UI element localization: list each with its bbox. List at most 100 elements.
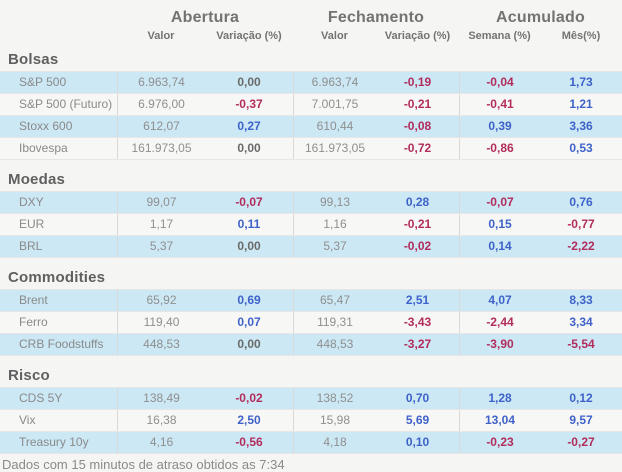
cell-fechamento-valor: 119,31 <box>293 312 376 333</box>
cell-abertura-variacao: 0,00 <box>237 141 261 155</box>
cell-fechamento-variacao: -0,02 <box>403 239 432 253</box>
cell-fechamento-valor: 161.973,05 <box>293 138 376 159</box>
cell-abertura-valor: 16,38 <box>117 410 205 431</box>
section-rows: Brent 65,92 0,69 65,47 2,51 4,07 8,33 Fe… <box>0 289 622 356</box>
cell-fechamento-variacao: -0,21 <box>403 217 432 231</box>
cell-acumulado-semana: 13,04 <box>459 410 540 431</box>
cell-fechamento-variacao: 2,51 <box>405 293 430 307</box>
cell-acumulado-mes: 1,21 <box>569 97 593 111</box>
row-label: S&P 500 (Futuro) <box>19 97 113 111</box>
cell-acumulado-mes: 9,57 <box>569 413 593 427</box>
row-label: S&P 500 <box>19 75 67 89</box>
table-section: Commodities Brent 65,92 0,69 65,47 2,51 … <box>0 269 622 356</box>
table-row: Ferro 119,40 0,07 119,31 -3,43 -2,44 3,3… <box>0 312 622 334</box>
cell-abertura-valor: 119,40 <box>117 312 205 333</box>
cell-acumulado-mes: 0,76 <box>569 195 593 209</box>
cell-fechamento-valor: 99,13 <box>293 192 376 213</box>
cell-abertura-valor: 612,07 <box>117 116 205 137</box>
subheader-abertura-variacao: Variação (%) <box>216 30 282 42</box>
cell-fechamento-variacao: 5,69 <box>405 413 430 427</box>
table-row: BRL 5,37 0,00 5,37 -0,02 0,14 -2,22 <box>0 236 622 258</box>
row-label: Treasury 10y <box>19 435 89 449</box>
cell-abertura-valor: 5,37 <box>117 236 205 257</box>
cell-acumulado-semana: -3,90 <box>459 334 540 355</box>
cell-abertura-variacao: -0,02 <box>235 391 263 405</box>
table-row: DXY 99,07 -0,07 99,13 0,28 -0,07 0,76 <box>0 192 622 214</box>
cell-fechamento-variacao: -0,08 <box>403 119 432 133</box>
cell-abertura-valor: 99,07 <box>117 192 205 213</box>
cell-acumulado-mes: -0,27 <box>567 435 595 449</box>
cell-abertura-valor: 448,53 <box>117 334 205 355</box>
cell-fechamento-variacao: -3,43 <box>403 315 432 329</box>
cell-fechamento-valor: 448,53 <box>293 334 376 355</box>
table-row: Vix 16,38 2,50 15,98 5,69 13,04 9,57 <box>0 410 622 432</box>
row-label: Ferro <box>19 315 48 329</box>
cell-fechamento-variacao: 0,10 <box>405 435 430 449</box>
section-title: Risco <box>8 367 50 384</box>
table-row: S&P 500 6.963,74 0,00 6.963,74 -0,19 -0,… <box>0 72 622 94</box>
cell-abertura-variacao: -0,07 <box>235 195 263 209</box>
section-rows: CDS 5Y 138,49 -0,02 138,52 0,70 1,28 0,1… <box>0 387 622 454</box>
subheader-fechamento-valor: Valor <box>321 30 348 42</box>
row-label: Brent <box>19 293 48 307</box>
cell-abertura-valor: 6.963,74 <box>117 72 205 93</box>
cell-acumulado-mes: 8,33 <box>569 293 593 307</box>
cell-abertura-valor: 65,92 <box>117 290 205 311</box>
row-label: BRL <box>19 239 43 253</box>
cell-fechamento-valor: 6.963,74 <box>293 72 376 93</box>
cell-abertura-valor: 1,17 <box>117 214 205 235</box>
cell-acumulado-mes: 3,34 <box>569 315 593 329</box>
footer-note: Dados com 15 minutos de atraso obtidos a… <box>2 457 285 472</box>
table-row: Treasury 10y 4,16 -0,56 4,18 0,10 -0,23 … <box>0 432 622 454</box>
cell-acumulado-semana: 0,15 <box>459 214 540 235</box>
cell-abertura-variacao: 0,27 <box>237 119 261 133</box>
table-row: Ibovespa 161.973,05 0,00 161.973,05 -0,7… <box>0 138 622 160</box>
cell-acumulado-semana: -0,07 <box>459 192 540 213</box>
cell-abertura-variacao: 0,07 <box>237 315 261 329</box>
cell-abertura-variacao: 0,00 <box>237 337 261 351</box>
row-label: CRB Foodstuffs <box>19 337 104 351</box>
cell-acumulado-mes: -5,54 <box>567 337 595 351</box>
cell-fechamento-variacao: -0,21 <box>403 97 432 111</box>
cell-abertura-variacao: -0,56 <box>235 435 263 449</box>
cell-abertura-variacao: 0,11 <box>237 217 261 231</box>
cell-acumulado-mes: 3,36 <box>569 119 593 133</box>
cell-fechamento-valor: 4,18 <box>293 432 376 453</box>
cell-acumulado-semana: 0,14 <box>459 236 540 257</box>
column-group-abertura: Abertura <box>170 9 240 26</box>
cell-acumulado-semana: -0,41 <box>459 94 540 115</box>
cell-abertura-variacao: 0,00 <box>237 75 261 89</box>
cell-acumulado-mes: -2,22 <box>567 239 595 253</box>
table-section: Bolsas S&P 500 6.963,74 0,00 6.963,74 -0… <box>0 51 622 160</box>
cell-acumulado-mes: 0,12 <box>569 391 593 405</box>
section-title: Bolsas <box>8 51 59 68</box>
subheader-abertura-valor: Valor <box>147 30 175 42</box>
column-group-fechamento: Fechamento <box>327 9 425 26</box>
column-group-acumulado: Acumulado <box>496 9 585 26</box>
cell-abertura-valor: 161.973,05 <box>117 138 205 159</box>
cell-abertura-variacao: -0,37 <box>235 97 263 111</box>
cell-acumulado-semana: -2,44 <box>459 312 540 333</box>
cell-fechamento-variacao: -3,27 <box>403 337 432 351</box>
cell-abertura-variacao: 2,50 <box>237 413 261 427</box>
row-label: Stoxx 600 <box>19 119 73 133</box>
section-title: Commodities <box>8 269 106 286</box>
row-label: Ibovespa <box>19 141 68 155</box>
table-row: Stoxx 600 612,07 0,27 610,44 -0,08 0,39 … <box>0 116 622 138</box>
section-rows: DXY 99,07 -0,07 99,13 0,28 -0,07 0,76 EU… <box>0 191 622 258</box>
table-row: S&P 500 (Futuro) 6.976,00 -0,37 7.001,75… <box>0 94 622 116</box>
cell-acumulado-semana: -0,23 <box>459 432 540 453</box>
sections-container: Bolsas S&P 500 6.963,74 0,00 6.963,74 -0… <box>0 51 622 454</box>
cell-abertura-valor: 138,49 <box>117 388 205 409</box>
cell-acumulado-mes: 1,73 <box>569 75 593 89</box>
table-row: CRB Foodstuffs 448,53 0,00 448,53 -3,27 … <box>0 334 622 356</box>
subheader-acumulado-semana: Semana (%) <box>468 30 531 42</box>
section-rows: S&P 500 6.963,74 0,00 6.963,74 -0,19 -0,… <box>0 71 622 160</box>
cell-fechamento-variacao: -0,72 <box>403 141 432 155</box>
cell-fechamento-valor: 65,47 <box>293 290 376 311</box>
table-row: EUR 1,17 0,11 1,16 -0,21 0,15 -0,77 <box>0 214 622 236</box>
table-header: Abertura Fechamento Acumulado Valor Vari… <box>0 0 622 45</box>
table-row: Brent 65,92 0,69 65,47 2,51 4,07 8,33 <box>0 290 622 312</box>
section-title: Moedas <box>8 171 66 188</box>
